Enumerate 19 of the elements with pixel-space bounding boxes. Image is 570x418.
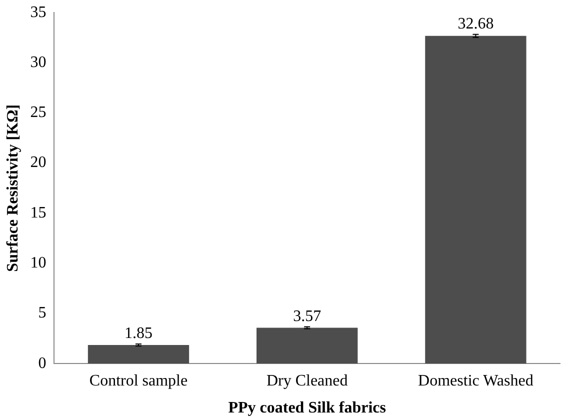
x-tick-label: Control sample [89, 372, 188, 390]
y-tick-label: 20 [30, 154, 46, 172]
data-label: 32.68 [458, 16, 494, 33]
bar [88, 345, 190, 364]
data-label: 1.85 [124, 325, 152, 342]
x-tick-label: Domestic Washed [418, 372, 534, 390]
y-tick-label: 15 [30, 204, 46, 222]
x-tick-label: Dry Cleaned [266, 372, 348, 390]
y-tick-label: 5 [38, 304, 46, 322]
y-tick-label: 25 [30, 104, 46, 122]
data-label: 3.57 [293, 308, 322, 325]
y-tick-label: 35 [30, 4, 46, 21]
x-axis-title: PPy coated Silk fabrics [228, 400, 386, 417]
y-tick-label: 10 [30, 254, 46, 272]
bar [425, 36, 526, 364]
y-axis-title: Surface Resistivity [KΩ] [4, 104, 22, 272]
y-tick-label: 30 [30, 54, 46, 71]
bar [256, 328, 358, 364]
y-tick-label: 0 [38, 354, 46, 372]
